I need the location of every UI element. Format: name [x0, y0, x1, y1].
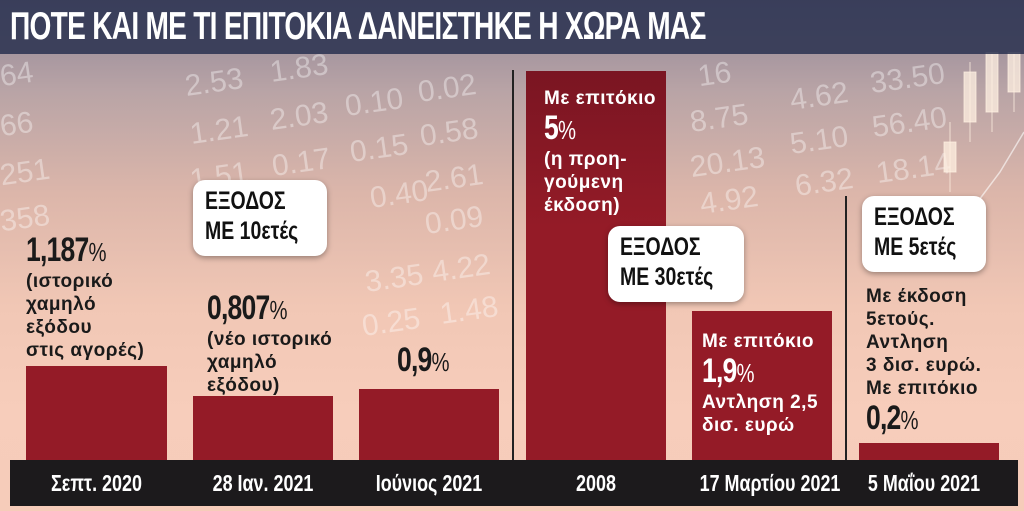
value-label: 0,9% [397, 341, 450, 379]
annotation-march-2021: Με επιτόκιο 1,9% Αντληση 2,5 δισ. ευρώ [702, 330, 818, 437]
group-divider [512, 70, 514, 462]
callout-line: ΕΞΟΔΟΣ [620, 233, 701, 261]
callout-line: ΕΞΟΔΟΣ [205, 187, 286, 215]
value-label: 5% [544, 109, 576, 147]
annotation-may-2021: Με έκδοση 5ετούς. Αντληση 3 δισ. ευρώ. Μ… [866, 285, 981, 438]
x-tick-label: 5 Μαΐου 2021 [867, 470, 981, 496]
x-tick-label: 28 Ιαν. 2021 [212, 470, 314, 496]
x-tick-label: 17 Μαρτίου 2021 [699, 470, 841, 496]
callout-ten-year: ΕΞΟΔΟΣ ΜΕ 10ετές [193, 180, 327, 256]
bar-jan-2021 [193, 396, 333, 462]
annotation-2008: Με επιτόκιο 5% (η προη- γούμενη έκδοση) [544, 87, 656, 217]
callout-line: ΜΕ 10ετές [205, 217, 299, 245]
pre-note-text: Με επιτόκιο [702, 331, 815, 352]
note-text: (ιστορικό χαμηλό εξόδου στις αγορές) [26, 271, 145, 361]
value-label: 0,807% [207, 289, 288, 327]
callout-thirty-year: ΕΞΟΔΟΣ ΜΕ 30ετές [608, 226, 744, 302]
note-text: (η προη- γούμενη έκδοση) [544, 149, 628, 216]
x-tick-label: Σεπτ. 2020 [51, 470, 142, 496]
value-label: 0,2% [866, 399, 919, 437]
x-tick-label: 2008 [576, 470, 616, 496]
title-band: ΠΟΤΕ ΚΑΙ ΜΕ ΤΙ ΕΠΙΤΟΚΙΑ ΔΑΝΕΙΣΤΗΚΕ Η ΧΩΡ… [0, 0, 1024, 54]
annotation-sept-2020: 1,187% (ιστορικό χαμηλό εξόδου στις αγορ… [26, 232, 144, 362]
chart-title: ΠΟΤΕ ΚΑΙ ΜΕ ΤΙ ΕΠΙΤΟΚΙΑ ΔΑΝΕΙΣΤΗΚΕ Η ΧΩΡ… [10, 5, 706, 48]
note-text: Αντληση 2,5 δισ. ευρώ [702, 392, 819, 436]
bar-may-2021 [859, 443, 999, 462]
bar-march-2021 [692, 311, 832, 462]
annotation-jan-2021: 0,807% (νέο ιστορικό χαμηλό εξόδου) [207, 290, 332, 397]
bar-june-2021 [359, 389, 499, 462]
x-tick-label: Ιούνιος 2021 [375, 470, 483, 496]
group-divider [845, 196, 847, 462]
callout-line: ΕΞΟΔΟΣ [874, 203, 955, 231]
x-axis: Σεπτ. 2020 28 Ιαν. 2021 Ιούνιος 2021 200… [10, 460, 1018, 506]
callout-five-year: ΕΞΟΔΟΣ ΜΕ 5ετές [862, 196, 986, 272]
note-text: (νέο ιστορικό χαμηλό εξόδου) [207, 329, 333, 396]
value-label: 1,9% [702, 352, 755, 390]
callout-line: ΜΕ 30ετές [620, 263, 714, 291]
pre-note-text: Με έκδοση 5ετούς. Αντληση 3 δισ. ευρώ. Μ… [866, 286, 982, 399]
pre-note-text: Με επιτόκιο [544, 88, 657, 109]
annotation-june-2021: 0,9% [397, 342, 463, 380]
value-label: 1,187% [26, 231, 107, 269]
callout-line: ΜΕ 5ετές [874, 233, 957, 261]
bar-sept-2020 [26, 366, 167, 462]
